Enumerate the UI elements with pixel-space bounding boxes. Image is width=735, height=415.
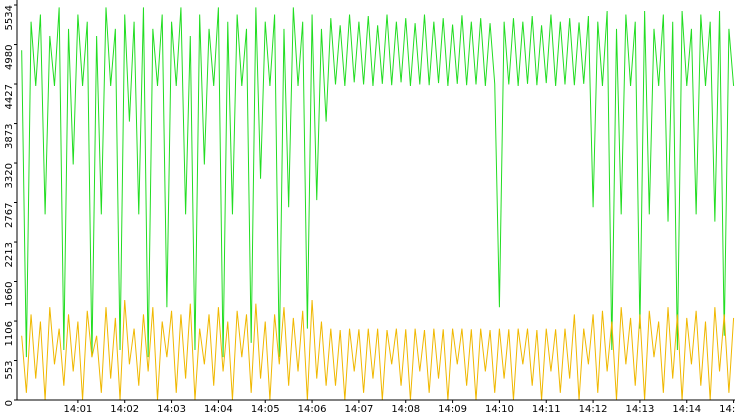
x-tick-label: 14:07 bbox=[344, 404, 373, 415]
y-tick-label: 4980 bbox=[4, 45, 15, 70]
x-tick-label: 14:10 bbox=[485, 404, 514, 415]
x-tick-label: 14:02 bbox=[110, 404, 139, 415]
y-tick-label: 4427 bbox=[4, 84, 15, 109]
y-tick-label: 5534 bbox=[4, 5, 15, 30]
y-tick-label: 1660 bbox=[4, 282, 15, 307]
x-tick-label: 14:03 bbox=[157, 404, 186, 415]
x-tick-label: 14:04 bbox=[204, 404, 233, 415]
x-tick-label: 14:12 bbox=[579, 404, 608, 415]
series-line bbox=[21, 300, 735, 401]
y-tick-label: 3320 bbox=[4, 163, 15, 188]
x-tick-label: 14:11 bbox=[532, 404, 561, 415]
series-line bbox=[21, 7, 735, 358]
y-tick-label: 3873 bbox=[4, 124, 15, 149]
x-tick-label: 14:08 bbox=[391, 404, 420, 415]
x-tick-label: 14:06 bbox=[298, 404, 327, 415]
x-tick-label: 14:15 bbox=[719, 404, 735, 415]
y-tick-label: 2213 bbox=[4, 242, 15, 267]
x-tick-label: 14:09 bbox=[438, 404, 467, 415]
x-tick-label: 14:14 bbox=[672, 404, 701, 415]
x-tick-label: 14:13 bbox=[626, 404, 655, 415]
y-tick-label: 2767 bbox=[4, 203, 15, 228]
y-tick-label: 553 bbox=[4, 361, 15, 380]
x-tick-label: 14:01 bbox=[63, 404, 92, 415]
x-tick-label: 14:05 bbox=[251, 404, 280, 415]
y-tick-label: 1106 bbox=[4, 321, 15, 346]
y-tick-label: 0 bbox=[4, 400, 15, 406]
